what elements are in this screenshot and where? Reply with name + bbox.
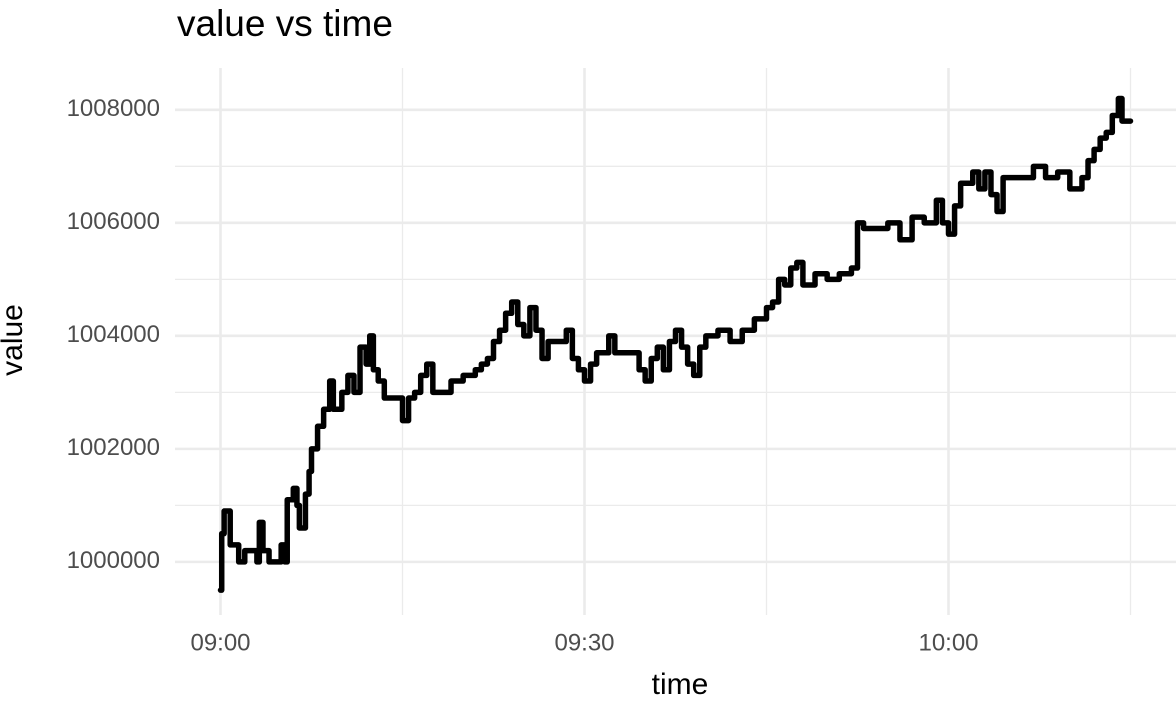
y-tick-label: 1002000 bbox=[67, 434, 160, 461]
chart-title: value vs time bbox=[177, 3, 393, 44]
y-tick-label: 1006000 bbox=[67, 208, 160, 235]
x-tick-label: 09:30 bbox=[554, 629, 614, 656]
y-tick-label: 1000000 bbox=[67, 547, 160, 574]
y-axis-title: value bbox=[0, 304, 29, 376]
x-axis-title: time bbox=[652, 668, 709, 701]
y-tick-label: 1008000 bbox=[67, 95, 160, 122]
y-tick-label: 1004000 bbox=[67, 321, 160, 348]
x-tick-label: 09:00 bbox=[190, 629, 250, 656]
data-line bbox=[217, 95, 1134, 593]
x-tick-label: 10:00 bbox=[918, 629, 978, 656]
